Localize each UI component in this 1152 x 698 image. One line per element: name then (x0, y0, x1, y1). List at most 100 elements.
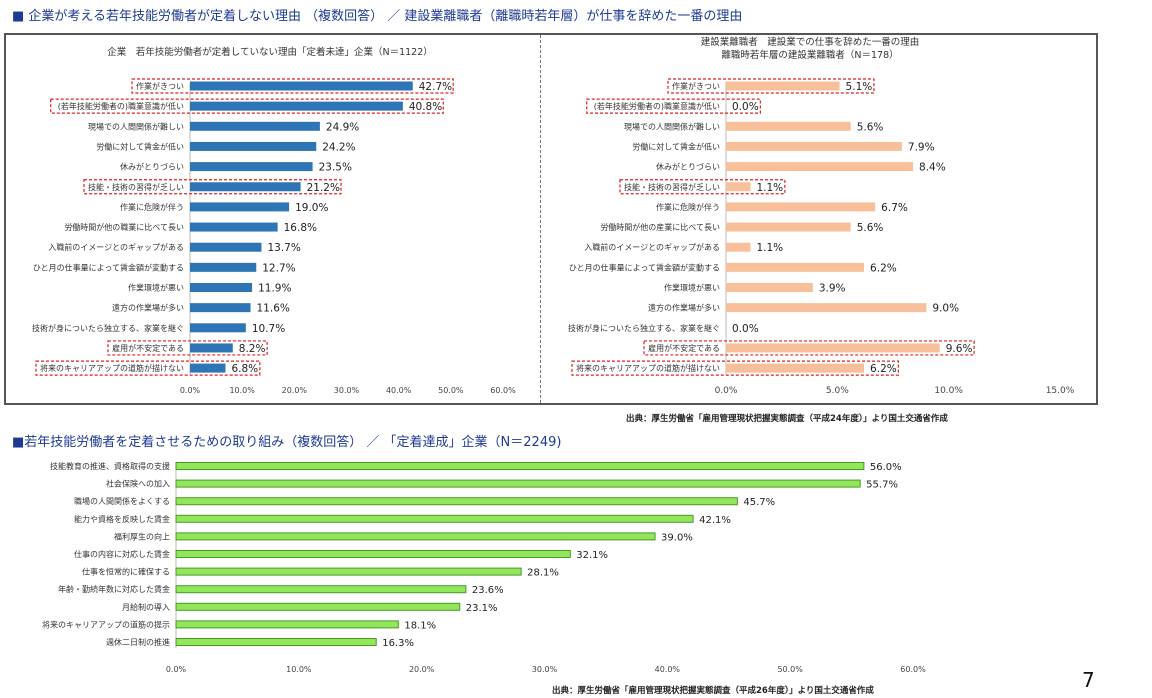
value-label: 1.1% (756, 242, 783, 254)
category-label: 月給制の導入 (122, 602, 170, 612)
highlight-box (83, 179, 342, 195)
right-chart-title: 建設業離職者 建設業での仕事を辞めた一番の理由 (700, 37, 920, 48)
category-label: 休みがとりづらい (656, 162, 720, 172)
x-tick-label: 50.0% (438, 386, 464, 395)
category-label: 遠方の作業場が多い (648, 303, 720, 313)
bar (175, 479, 861, 488)
value-label: 23.1% (466, 603, 498, 614)
page-number: 7 (1082, 668, 1095, 692)
category-label: 雇用が不安定である (112, 343, 184, 353)
value-label: 21.2% (307, 182, 340, 194)
value-label: 5.1% (846, 81, 873, 93)
bar (726, 222, 851, 232)
x-tick-label: 10.0% (286, 665, 312, 673)
category-label: 入職前のイメージとのギャップがある (48, 242, 184, 252)
bar (726, 202, 876, 212)
category-label: 技術が身についたら独立する、家業を継ぐ (32, 323, 184, 333)
value-label: 55.7% (866, 480, 898, 491)
value-label: 56.0% (870, 462, 902, 473)
category-label: 将来のキャリアアップの道筋が描けない (576, 363, 720, 373)
bar (726, 262, 865, 272)
category-label: 将来のキャリアアップの道筋が描けない (40, 363, 184, 373)
category-label: (若年技能労働者の)職業意識が低い (594, 101, 720, 111)
bar (175, 532, 656, 541)
bar (726, 363, 865, 373)
value-label: 6.2% (870, 363, 897, 375)
highlight-box (107, 340, 268, 356)
x-tick-label: 20.0% (409, 665, 435, 673)
value-label: 6.8% (231, 363, 258, 375)
bar (726, 283, 813, 292)
highlight-box (131, 78, 454, 94)
category-label: 入職前のイメージとのギャップがある (584, 242, 720, 252)
value-label: 24.9% (326, 121, 359, 133)
bar (190, 182, 301, 192)
left-bar-chart: 作業がきつい 42.7% (若年技能労働者の)職業意識が低い 40.8% 現場での人間関… (32, 78, 516, 395)
bar (190, 242, 262, 252)
value-label: 11.9% (258, 283, 291, 295)
value-label: 5.6% (857, 121, 884, 133)
value-label: 16.3% (382, 638, 414, 649)
value-label: 6.7% (881, 202, 908, 214)
category-label: 将来のキャリアアップの道筋の提示 (42, 619, 170, 629)
bar (726, 303, 927, 313)
bar (190, 101, 403, 111)
value-label: 12.7% (262, 262, 295, 274)
highlight-box (667, 78, 875, 94)
top-charts-frame (4, 33, 1098, 405)
category-label: 休みがとりづらい (120, 162, 184, 172)
bar (175, 514, 694, 523)
bar (726, 121, 851, 131)
bar (190, 303, 251, 313)
x-tick-label: 20.0% (282, 386, 308, 395)
bar (175, 567, 522, 576)
category-label: 技術が身についたら独立する、家業を継ぐ (568, 323, 720, 333)
value-label: 39.0% (661, 532, 693, 543)
bar (190, 283, 253, 292)
highlight-box (619, 179, 786, 195)
category-label: 職場の人間関係をよくする (74, 496, 170, 506)
value-label: 1.1% (756, 182, 783, 194)
left-chart-title: 企業 若年技能労働者が定着していない理由「定着未達」企業（N＝1122） (107, 47, 433, 58)
value-label: 32.1% (576, 550, 608, 561)
bar (190, 202, 290, 212)
value-label: 40.8% (409, 101, 442, 113)
x-tick-label: 60.0% (490, 386, 516, 395)
value-label: 24.2% (322, 141, 355, 153)
value-label: 16.8% (284, 222, 317, 234)
bar (726, 81, 840, 91)
x-tick-label: 0.0% (166, 665, 187, 673)
bar (190, 222, 278, 232)
bar (190, 162, 313, 172)
charts-divider (540, 35, 541, 403)
value-label: 23.5% (319, 162, 352, 174)
header-bottom: ■若年技能労働者を定着させるための取り組み（複数回答） ／ 「定着達成」企業（N… (12, 431, 561, 450)
x-tick-label: 60.0% (900, 665, 926, 673)
category-label: 作業環境が悪い (128, 283, 184, 293)
category-label: 作業に危険が伴う (120, 202, 184, 212)
bottom-bar-chart: 技能教育の推進、資格取得の支援 56.0% 社会保険への加入 55.7% 職場の人間関係… (42, 461, 926, 673)
highlight-box (50, 98, 444, 114)
value-label: 10.7% (252, 323, 285, 335)
category-label: (若年技能労働者の)職業意識が低い (58, 101, 184, 111)
x-tick-label: 5.0% (826, 386, 849, 396)
value-label: 8.2% (239, 343, 266, 355)
bar (190, 81, 413, 91)
category-label: ひと月の仕事量によって賃金額が変動する (569, 262, 720, 272)
category-label: 週休二日制の推進 (106, 637, 170, 647)
category-label: 技能教育の推進、資格取得の支援 (50, 461, 170, 471)
value-label: 9.0% (932, 303, 959, 315)
header-bottom-bullet: ■ (12, 435, 25, 450)
x-tick-label: 10.0% (229, 386, 255, 395)
bar (726, 182, 751, 192)
bar (190, 363, 226, 373)
value-label: 18.1% (404, 620, 436, 631)
bar (190, 323, 246, 333)
category-label: 技能・技術の習得が乏しい (88, 182, 184, 192)
bar (175, 602, 461, 611)
category-label: ひと月の仕事量によって賃金額が変動する (33, 262, 184, 272)
value-label: 6.2% (870, 262, 897, 274)
bar (175, 550, 571, 558)
source-note-bottom: 出典：厚生労働省「雇用管理現状把握実態調査（平成26年度）」より国土交通省作成 (552, 686, 874, 696)
highlight-box (35, 360, 261, 376)
